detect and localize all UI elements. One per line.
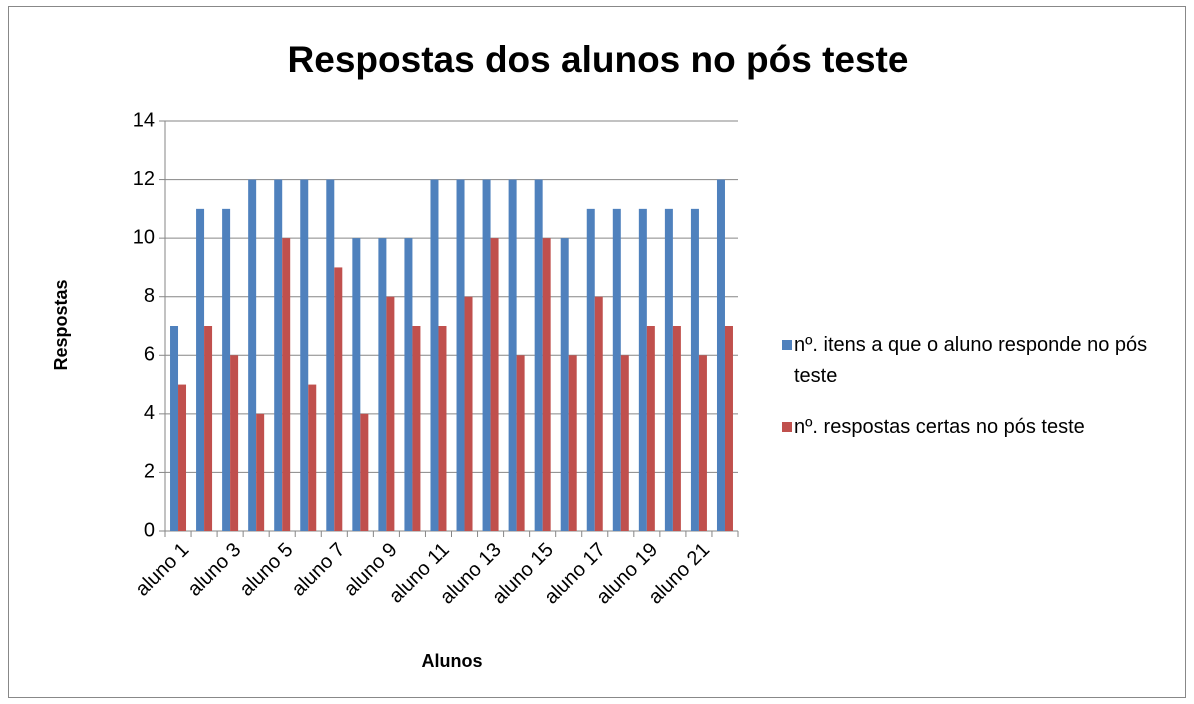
y-tick-label: 0 xyxy=(144,519,155,541)
bar xyxy=(196,208,205,531)
bar xyxy=(456,179,465,532)
bar xyxy=(464,296,473,531)
bar xyxy=(222,208,231,531)
bar xyxy=(248,179,257,532)
bar xyxy=(508,179,517,532)
y-tick-label: 12 xyxy=(133,168,155,190)
bar xyxy=(352,238,361,531)
bar xyxy=(230,355,239,531)
legend-label: nº. itens a que o aluno responde no pós … xyxy=(794,334,1148,387)
bar xyxy=(386,296,395,531)
x-axis-label: Alunos xyxy=(422,651,483,671)
bar xyxy=(482,179,491,532)
bar xyxy=(204,326,213,531)
bar xyxy=(534,179,543,532)
bar xyxy=(560,238,569,531)
bar xyxy=(690,208,699,531)
bar xyxy=(724,326,733,531)
bar xyxy=(300,179,309,532)
bar xyxy=(256,413,265,531)
bar xyxy=(178,384,187,531)
y-tick-label: 4 xyxy=(144,402,155,424)
bar xyxy=(360,413,369,531)
bar xyxy=(612,208,621,531)
bar xyxy=(594,296,603,531)
bar xyxy=(378,238,387,531)
bar xyxy=(672,326,681,531)
bar xyxy=(308,384,317,531)
bar xyxy=(274,179,283,532)
legend-item: nº. itens a que o aluno responde no pós … xyxy=(782,330,1177,392)
bar xyxy=(404,238,413,531)
bar xyxy=(620,355,629,531)
legend-label: nº. respostas certas no pós teste xyxy=(794,416,1085,438)
y-tick-label: 14 xyxy=(133,109,155,131)
y-tick-label: 10 xyxy=(133,226,155,248)
bar xyxy=(586,208,595,531)
bar xyxy=(638,208,647,531)
bar xyxy=(490,238,499,531)
y-tick-label: 2 xyxy=(144,461,155,483)
bar xyxy=(412,326,421,531)
legend-swatch xyxy=(782,340,792,350)
legend-item: nº. respostas certas no pós teste xyxy=(782,412,1177,443)
bar xyxy=(542,238,551,531)
bar xyxy=(646,326,655,531)
legend: nº. itens a que o aluno responde no pós … xyxy=(782,330,1177,463)
bar xyxy=(334,267,343,531)
bar xyxy=(516,355,525,531)
bar xyxy=(716,179,725,532)
bar xyxy=(282,238,291,531)
bar xyxy=(430,179,439,532)
bar xyxy=(568,355,577,531)
bar xyxy=(698,355,707,531)
bar xyxy=(438,326,447,531)
y-axis-label: Respostas xyxy=(51,279,71,370)
legend-swatch xyxy=(782,422,792,432)
bar xyxy=(664,208,673,531)
bar xyxy=(326,179,335,532)
y-tick-label: 6 xyxy=(144,344,155,366)
y-tick-label: 8 xyxy=(144,285,155,307)
bar xyxy=(170,326,179,531)
chart-title: Respostas dos alunos no pós teste xyxy=(288,39,909,80)
